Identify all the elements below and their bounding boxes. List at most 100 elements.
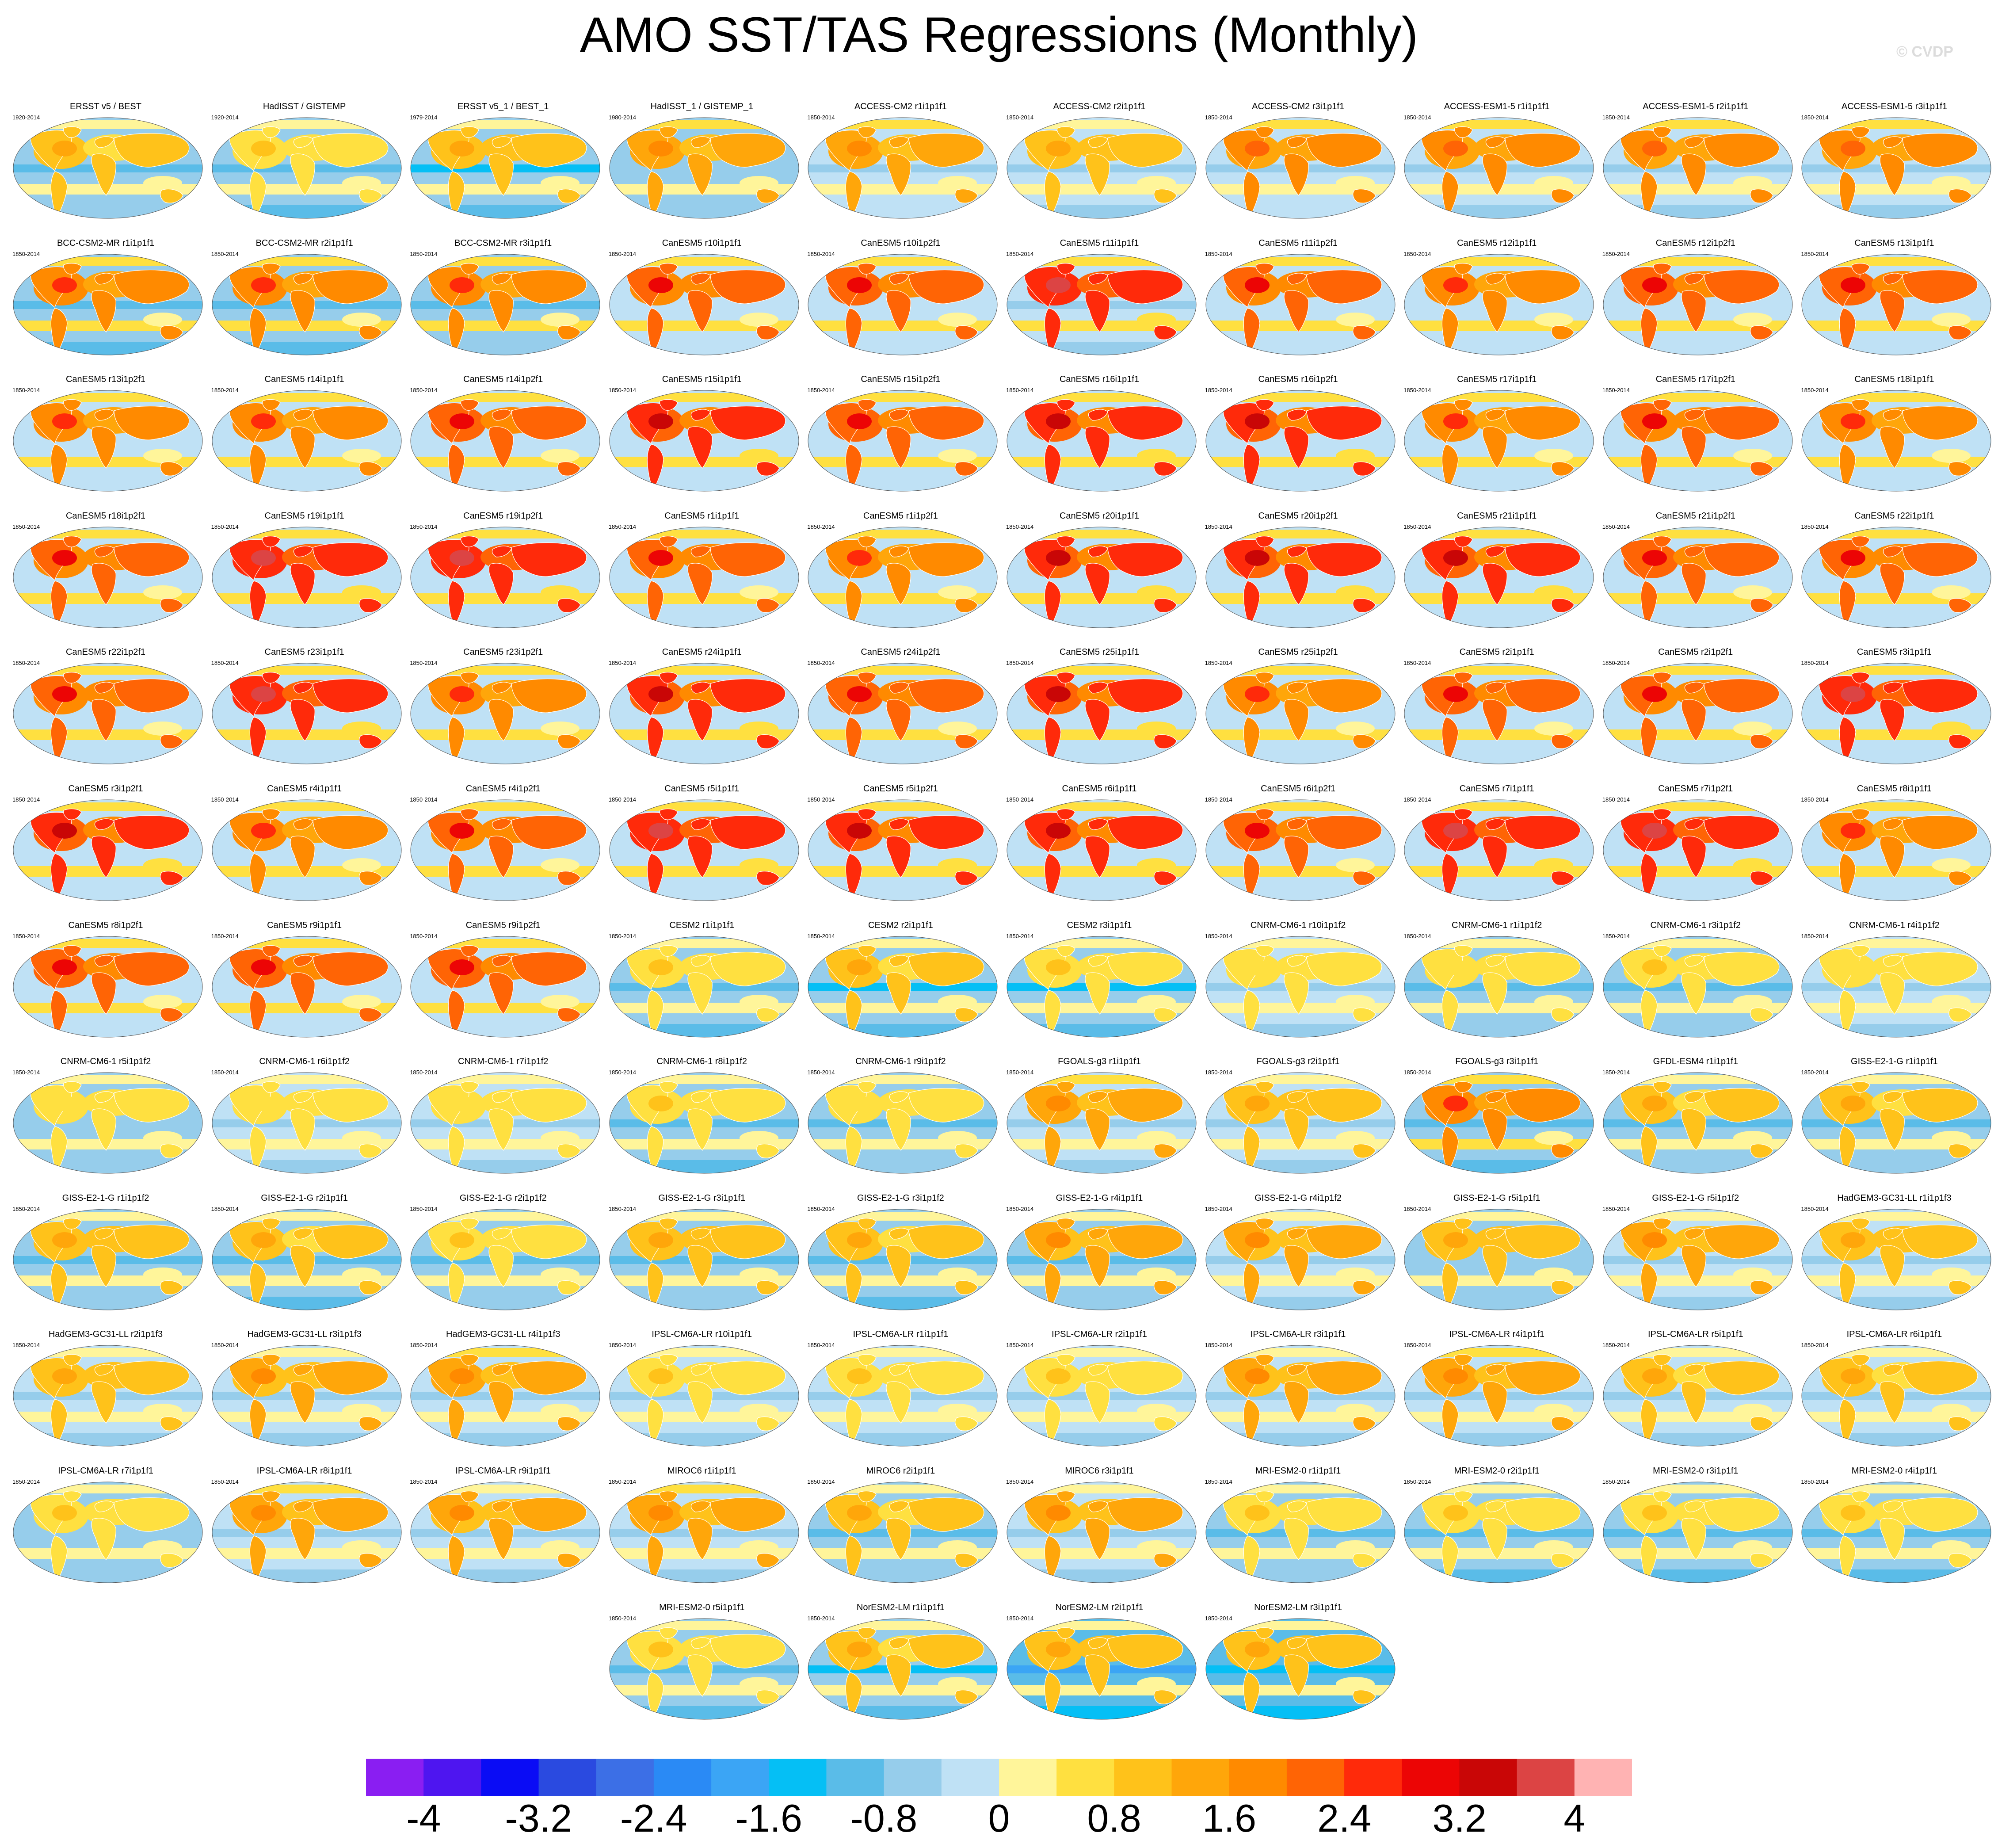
subpolar-gyre-maximum [648, 550, 673, 566]
map-panel: CanESM5 r6i1p1f1 1850-2014 [1000, 784, 1199, 925]
panel-title: CanESM5 r18i1p1f1 [1854, 374, 1934, 385]
map-border [1404, 390, 1594, 492]
subpolar-gyre-maximum [847, 1505, 872, 1521]
map-border [1603, 663, 1793, 764]
land-mass [756, 598, 780, 613]
land-mass [1056, 1627, 1075, 1639]
map-border [212, 1072, 402, 1174]
panel-years: 1850-2014 [1205, 1615, 1232, 1622]
land-mass [427, 676, 469, 717]
panel-years: 1850-2014 [1006, 523, 1034, 530]
land-mass [312, 406, 389, 440]
land-mass [1704, 679, 1780, 714]
arctic-band [411, 939, 600, 948]
panel-years: 1850-2014 [12, 796, 40, 803]
panel-years: 1850-2014 [1205, 1205, 1232, 1212]
indian-ocean-patch [143, 312, 182, 327]
land-mass [63, 1218, 82, 1229]
land-mass [63, 808, 82, 820]
panel-years: 1850-2014 [12, 1205, 40, 1212]
arctic-band [212, 939, 401, 948]
land-mass [160, 734, 183, 749]
southern-ocean-band [212, 751, 401, 764]
land-mass [1852, 263, 1871, 275]
panel-years: 1850-2014 [12, 1478, 40, 1485]
regression-map [609, 390, 799, 492]
land-mass [858, 1081, 877, 1093]
regression-map [808, 117, 998, 219]
land-mass [1352, 598, 1376, 613]
land-mass [659, 1627, 678, 1639]
colorbar-segment [596, 1759, 654, 1796]
land-mass [1088, 1364, 1108, 1376]
land-mass [825, 1494, 867, 1536]
land-mass [30, 948, 72, 990]
indian-ocean-patch [1137, 449, 1176, 463]
land-mass [1056, 535, 1075, 547]
land-mass [886, 153, 911, 196]
land-mass [1306, 1088, 1382, 1123]
land-mass [889, 1091, 910, 1103]
land-mass [488, 1518, 514, 1560]
land-mass [1255, 399, 1274, 411]
panel-years: 1850-2014 [1801, 1205, 1829, 1212]
subpolar-gyre-maximum [251, 686, 276, 703]
map-panel: CNRM-CM6-1 r1i1p1f2 1850-2014 [1397, 920, 1596, 1062]
subpolar-gyre-maximum [1642, 413, 1667, 430]
arctic-band [1404, 939, 1594, 948]
southern-ocean-band [1603, 1160, 1792, 1174]
land-mass [1883, 1091, 1903, 1103]
land-mass [825, 676, 867, 717]
arctic-band [609, 666, 799, 675]
land-mass [1107, 133, 1183, 168]
land-mass [886, 1245, 911, 1287]
land-mass [1880, 1245, 1905, 1287]
land-mass [908, 269, 984, 304]
indian-ocean-patch [1137, 585, 1176, 599]
panel-title: CNRM-CM6-1 r7i1p1f2 [458, 1057, 549, 1067]
panel-title: CanESM5 r9i1p1f1 [267, 920, 342, 930]
land-mass [492, 136, 512, 148]
regression-map [1205, 1072, 1396, 1174]
regression-map [1205, 117, 1396, 219]
map-panel: HadGEM3-GC31-LL r3i1p1f3 1850-2014 [205, 1329, 404, 1471]
map-panel: MIROC6 r1i1p1f1 1850-2014 [602, 1466, 801, 1607]
subpolar-gyre-maximum [648, 277, 673, 293]
land-mass [114, 1361, 190, 1396]
land-mass [1255, 1490, 1274, 1502]
arctic-band [13, 120, 202, 129]
land-mass [1454, 1490, 1473, 1502]
regression-map [1205, 254, 1396, 355]
indian-ocean-patch [1534, 994, 1574, 1009]
panel-years: 1850-2014 [807, 250, 835, 257]
land-mass [1681, 153, 1706, 196]
land-mass [492, 1364, 512, 1376]
southern-ocean-band [808, 751, 998, 764]
land-mass [1085, 1245, 1110, 1287]
land-mass [1505, 1361, 1581, 1396]
map-border [1404, 799, 1594, 901]
land-mass [1287, 1091, 1307, 1103]
indian-ocean-patch [541, 312, 580, 327]
panel-title: CanESM5 r10i1p2f1 [861, 238, 941, 248]
land-mass [290, 153, 315, 196]
southern-ocean-band [1205, 887, 1395, 901]
indian-ocean-patch [1932, 449, 1971, 463]
southern-ocean-band [1007, 341, 1196, 355]
subpolar-gyre-maximum [1443, 1096, 1468, 1112]
regression-map [1404, 663, 1594, 764]
land-mass [1085, 972, 1110, 1015]
land-mass [889, 818, 910, 830]
land-mass [1085, 1654, 1110, 1697]
map-border [1603, 936, 1793, 1038]
land-mass [312, 542, 389, 577]
southern-ocean-band [411, 751, 600, 764]
land-mass [1684, 1228, 1704, 1240]
map-border [13, 1345, 203, 1447]
arctic-band [1603, 1075, 1792, 1084]
land-mass [687, 426, 713, 469]
land-mass [1287, 1364, 1307, 1376]
southern-ocean-band [212, 1296, 401, 1310]
land-mass [626, 130, 668, 172]
panel-years: 1850-2014 [1403, 387, 1431, 394]
